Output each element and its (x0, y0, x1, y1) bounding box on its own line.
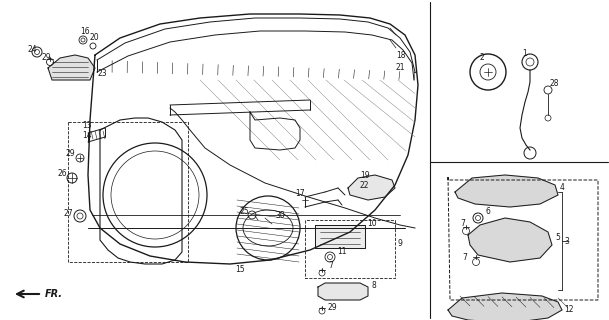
Text: 27: 27 (64, 209, 74, 218)
Text: 18: 18 (396, 51, 406, 60)
Text: 14: 14 (82, 132, 91, 140)
Polygon shape (48, 55, 95, 80)
Text: 19: 19 (360, 172, 370, 180)
Polygon shape (448, 293, 562, 320)
Text: 22: 22 (360, 181, 370, 190)
Text: 9: 9 (397, 239, 402, 249)
Text: 8: 8 (372, 281, 377, 290)
Text: 7: 7 (460, 220, 465, 228)
Text: 29: 29 (327, 303, 337, 313)
Text: 23: 23 (97, 68, 107, 77)
Text: 26: 26 (57, 170, 66, 179)
Text: 11: 11 (337, 247, 347, 257)
Polygon shape (315, 225, 365, 248)
Text: 17: 17 (295, 188, 304, 197)
Text: 1: 1 (522, 49, 527, 58)
Polygon shape (318, 283, 368, 300)
Polygon shape (455, 175, 558, 207)
Text: 28: 28 (550, 78, 560, 87)
Text: 15: 15 (235, 266, 245, 275)
Text: 2: 2 (480, 52, 485, 61)
Polygon shape (468, 218, 552, 262)
Text: FR.: FR. (45, 289, 63, 299)
Text: 4: 4 (560, 183, 565, 193)
Text: 13: 13 (82, 122, 91, 131)
Text: 24: 24 (28, 45, 38, 54)
Text: 25: 25 (239, 207, 248, 217)
Text: 6: 6 (485, 207, 490, 217)
Text: 12: 12 (564, 306, 574, 315)
Text: 30: 30 (275, 211, 285, 220)
Polygon shape (348, 175, 395, 200)
Text: 3: 3 (564, 237, 569, 246)
Text: 10: 10 (367, 220, 376, 228)
Text: 20: 20 (90, 34, 100, 43)
Text: 5: 5 (555, 233, 560, 242)
Text: 7: 7 (462, 253, 467, 262)
Text: 29: 29 (65, 148, 75, 157)
Text: 21: 21 (396, 63, 406, 73)
Text: 7: 7 (328, 260, 333, 269)
Text: 16: 16 (80, 28, 90, 36)
Text: 29: 29 (41, 52, 51, 61)
